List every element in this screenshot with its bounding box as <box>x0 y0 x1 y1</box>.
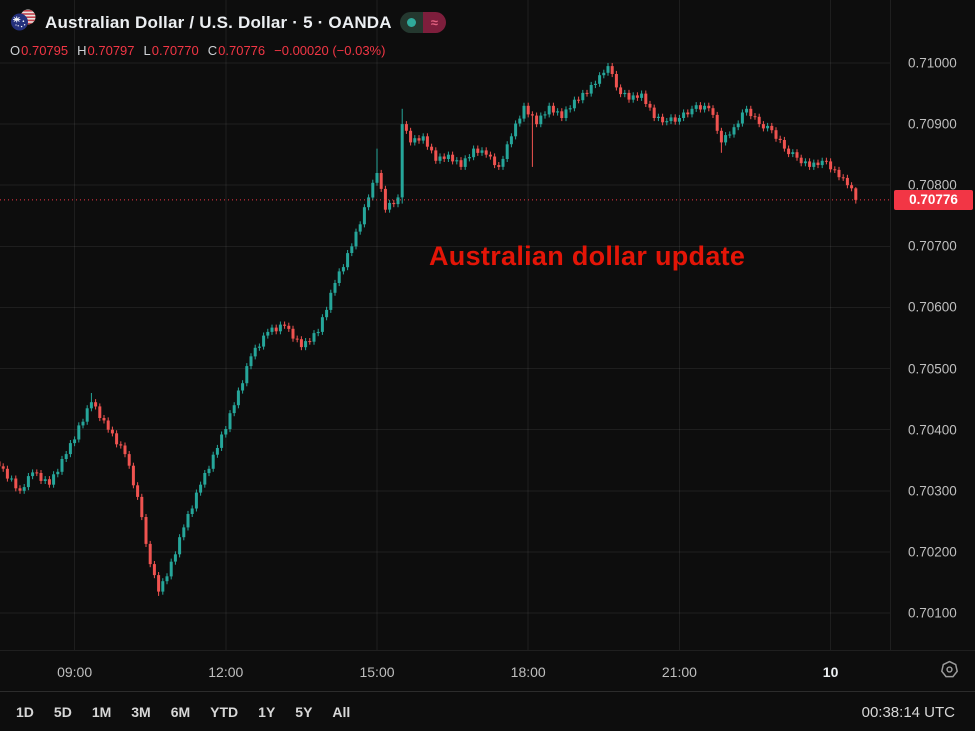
low-value: 0.70770 <box>151 43 199 58</box>
high-value: 0.70797 <box>87 43 135 58</box>
range-button-3m[interactable]: 3M <box>123 700 158 724</box>
price-axis-label: 0.70800 <box>908 177 957 193</box>
price-scale-settings-icon[interactable] <box>940 660 959 684</box>
time-axis-label: 09:00 <box>57 663 93 680</box>
range-button-5y[interactable]: 5Y <box>287 700 320 724</box>
last-price-label: 0.70776 <box>894 189 973 210</box>
range-button-ytd[interactable]: YTD <box>202 700 246 724</box>
price-axis-label: 0.70100 <box>908 605 957 621</box>
range-button-6m[interactable]: 6M <box>163 700 198 724</box>
time-axis-label: 15:00 <box>359 663 395 680</box>
range-button-1y[interactable]: 1Y <box>250 700 283 724</box>
bottom-toolbar: 1D 5D 1M 3M 6M YTD 1Y 5Y All 00:38:14 UT… <box>0 691 975 731</box>
chart-annotation: Australian dollar update <box>429 241 746 271</box>
price-axis-label: 0.70400 <box>908 422 957 438</box>
range-button-1d[interactable]: 1D <box>8 700 42 724</box>
price-axis-label: 0.70300 <box>908 483 957 499</box>
price-axis[interactable]: 0.71000 0.70900 0.70800 0.70700 0.70600 0.705… <box>890 0 975 650</box>
time-axis-label: 21:00 <box>661 663 697 680</box>
price-axis-label: 0.70500 <box>908 361 957 377</box>
time-axis[interactable]: 09:00 12:00 15:00 18:00 21:00 10 <box>0 650 975 692</box>
market-open-dot-icon <box>399 12 423 33</box>
market-status-toggle[interactable]: ≈ <box>399 12 446 33</box>
candlestick-plot[interactable] <box>0 0 890 650</box>
open-value: 0.70795 <box>21 43 69 58</box>
close-value: 0.70776 <box>218 43 266 58</box>
price-axis-label: 0.71000 <box>908 55 957 71</box>
date-range-switcher: 1D 5D 1M 3M 6M YTD 1Y 5Y All <box>0 700 358 724</box>
close-label: C <box>207 43 218 58</box>
price-axis-label: 0.70900 <box>908 116 957 132</box>
aud-usd-flags-icon <box>10 9 37 36</box>
range-button-all[interactable]: All <box>324 700 358 724</box>
time-axis-label: 18:00 <box>510 663 546 680</box>
open-label: O <box>10 43 21 58</box>
time-axis-label: 10 <box>822 663 839 680</box>
time-axis-label: 12:00 <box>208 663 244 680</box>
range-button-5d[interactable]: 5D <box>46 700 80 724</box>
chart-header: Australian Dollar / U.S. Dollar · 5 · OA… <box>10 9 446 58</box>
range-button-1m[interactable]: 1M <box>84 700 119 724</box>
symbol-title[interactable]: Australian Dollar / U.S. Dollar · 5 · OA… <box>45 12 392 32</box>
low-label: L <box>143 43 151 58</box>
high-label: H <box>77 43 87 58</box>
price-axis-label: 0.70200 <box>908 544 957 560</box>
price-axis-label: 0.70700 <box>908 238 957 254</box>
sync-glyph-icon: ≈ <box>422 12 446 33</box>
change-value: −0.00020 (−0.03%) <box>274 43 386 58</box>
clock-utc[interactable]: 00:38:14 UTC <box>861 703 955 721</box>
ohlc-readout: O 0.70795 H 0.70797 L 0.70770 C 0.70776 −0.0… <box>10 43 446 58</box>
price-axis-label: 0.70600 <box>908 299 957 315</box>
